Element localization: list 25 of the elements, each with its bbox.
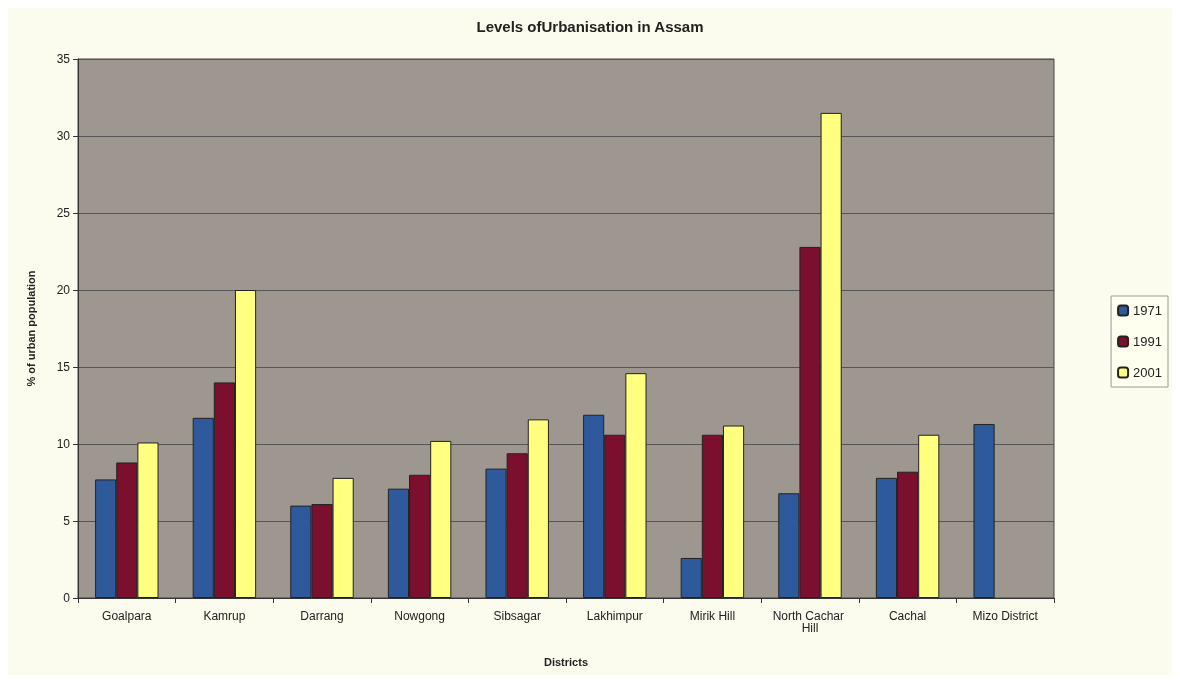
y-tick-label: 30 [56,129,71,143]
x-tick-label: Mirik Hill [689,609,736,623]
x-tick-label: Mizo District [972,609,1039,623]
x-tick-label: Nowgong [394,609,445,623]
y-tick-label: 20 [56,283,71,297]
y-tick-label: 35 [56,52,71,66]
x-tick-label: North Cachar Hill [772,609,848,635]
legend-label: 1991 [1133,334,1162,349]
y-tick-label: 0 [63,591,71,605]
y-tick-label: 15 [56,360,71,374]
x-tick-label: Sibsagar [493,609,541,623]
chart-title: Levels ofUrbanisation in Assam [476,18,704,35]
legend-label: 1971 [1133,303,1162,318]
x-axis-title: Districts [543,655,589,668]
y-tick-label: 25 [56,206,71,220]
bar [973,423,995,598]
y-tick-label: 10 [56,437,71,451]
x-tick-label: Lakhimpur [586,609,643,623]
y-axis-title: % of urban population [24,270,37,387]
x-tick-label: Kamrup [203,609,246,623]
x-tick-label: Cachal [888,609,927,623]
x-tick-label: Goalpara [102,609,152,623]
legend-label: 2001 [1133,365,1162,380]
x-tick-label: Darrang [300,609,344,623]
y-tick-label: 5 [63,514,71,528]
